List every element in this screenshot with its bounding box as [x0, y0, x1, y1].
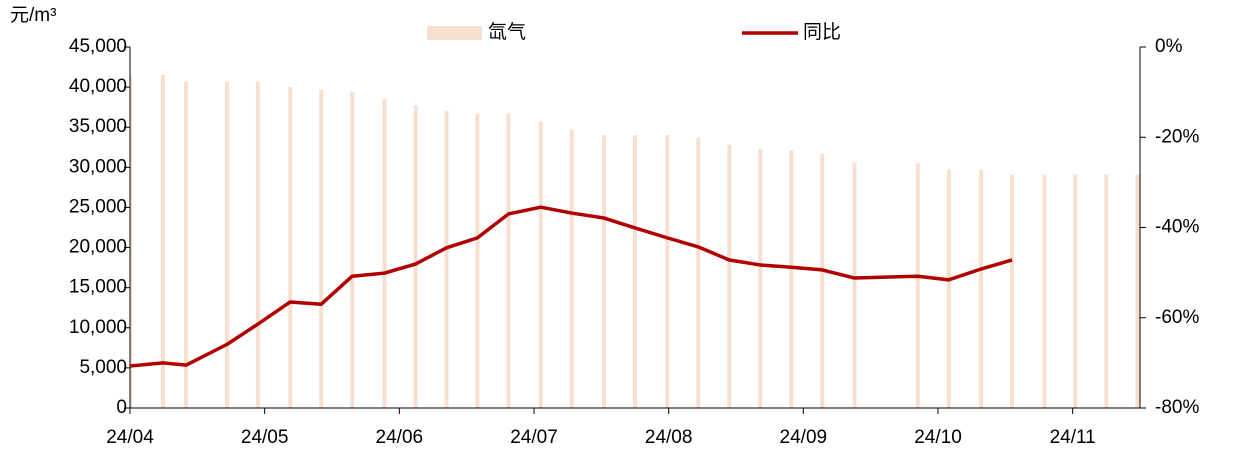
bar: [538, 121, 543, 409]
bar: [852, 162, 857, 408]
bar: [319, 89, 324, 409]
y-axis-label: 元/m³: [10, 5, 56, 26]
y-tick-label: 40,000: [69, 76, 127, 97]
y-tick-label: 30,000: [69, 156, 127, 177]
x-tick-label: 24/07: [510, 427, 558, 448]
bar: [444, 111, 449, 408]
bar: [1042, 174, 1047, 408]
bar: [184, 81, 189, 409]
y2-tick-label: -40%: [1155, 217, 1199, 238]
bar: [350, 91, 355, 409]
y2-tick-label: -20%: [1155, 126, 1199, 147]
bar: [506, 113, 511, 408]
bar: [1104, 174, 1109, 408]
y-tick-label: 0: [116, 397, 127, 418]
x-tick-label: 24/08: [645, 427, 693, 448]
bar: [1073, 174, 1078, 408]
x-tick-label: 24/04: [106, 427, 154, 448]
y-tick-label: 10,000: [69, 317, 127, 338]
y-tick-label: 20,000: [69, 237, 127, 258]
legend-label: 同比: [803, 21, 841, 43]
bar: [979, 169, 984, 408]
bar: [382, 99, 387, 409]
bar: [946, 169, 951, 408]
bar: [288, 87, 293, 408]
y2-tick-label: -60%: [1155, 307, 1199, 328]
y2-tick-label: 0%: [1155, 36, 1183, 57]
bar: [224, 81, 229, 409]
bar: [758, 148, 763, 409]
x-tick-label: 24/11: [1050, 427, 1096, 448]
y2-tick-label: -80%: [1155, 397, 1199, 418]
bar: [413, 105, 418, 408]
bar: [727, 144, 732, 409]
y-tick-label: 5,000: [79, 357, 127, 378]
y-tick-label: 45,000: [69, 36, 127, 57]
bar: [665, 135, 670, 408]
legend-label: 氙气: [488, 21, 526, 43]
y-tick-label: 15,000: [69, 277, 127, 298]
bar: [160, 75, 165, 409]
bar: [1010, 174, 1015, 408]
bar: [569, 129, 574, 408]
bar: [475, 113, 480, 408]
y-tick-label: 25,000: [69, 196, 127, 217]
bar: [820, 153, 825, 408]
x-tick-label: 24/05: [241, 427, 289, 448]
x-tick-label: 24/06: [376, 427, 424, 448]
bar: [789, 150, 794, 408]
x-tick-label: 24/09: [780, 427, 828, 448]
bar: [130, 75, 132, 409]
legend-swatch: [427, 26, 482, 40]
y-tick-label: 35,000: [69, 116, 127, 137]
bar: [602, 135, 607, 408]
bar: [1135, 174, 1140, 408]
bar: [633, 135, 637, 408]
bar: [255, 81, 260, 409]
x-tick-label: 24/10: [914, 427, 962, 448]
bar: [696, 137, 701, 408]
bar: [915, 163, 920, 408]
line: [129, 205, 1013, 368]
